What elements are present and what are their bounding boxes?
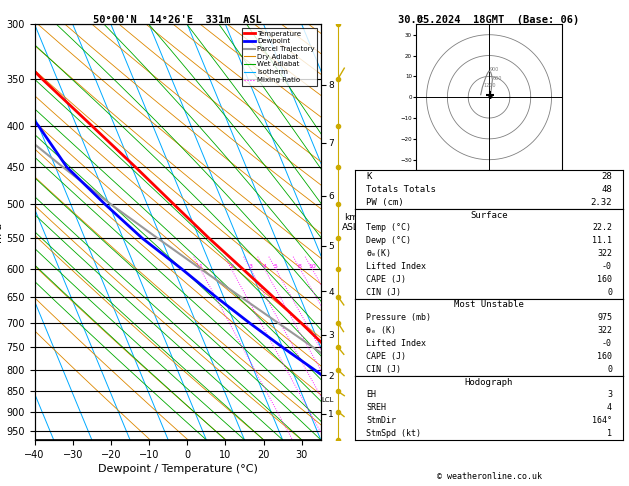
- Text: StmSpd (kt): StmSpd (kt): [366, 429, 421, 438]
- Text: Temp (°C): Temp (°C): [366, 224, 411, 232]
- Text: 22.2: 22.2: [592, 224, 612, 232]
- Text: 10: 10: [308, 264, 316, 269]
- X-axis label: Dewpoint / Temperature (°C): Dewpoint / Temperature (°C): [97, 464, 258, 474]
- Text: 2: 2: [229, 264, 233, 269]
- Text: Pressure (mb): Pressure (mb): [366, 313, 431, 322]
- Text: 164°: 164°: [592, 416, 612, 425]
- Text: 48: 48: [601, 185, 612, 194]
- Text: CAPE (J): CAPE (J): [366, 352, 406, 361]
- Text: 8: 8: [298, 264, 302, 269]
- Text: θₑ(K): θₑ(K): [366, 249, 391, 258]
- Text: 1200: 1200: [483, 83, 496, 88]
- Text: EH: EH: [366, 390, 376, 399]
- Text: kt: kt: [416, 15, 424, 24]
- Text: 11.1: 11.1: [592, 236, 612, 245]
- Text: PW (cm): PW (cm): [366, 198, 404, 207]
- Text: Hodograph: Hodograph: [465, 378, 513, 386]
- Text: 322: 322: [597, 326, 612, 335]
- Text: CAPE (J): CAPE (J): [366, 275, 406, 284]
- Text: 160: 160: [597, 352, 612, 361]
- Text: 900: 900: [489, 67, 499, 72]
- Text: θₑ (K): θₑ (K): [366, 326, 396, 335]
- Text: CIN (J): CIN (J): [366, 364, 401, 374]
- Text: Surface: Surface: [470, 210, 508, 220]
- Text: K: K: [366, 172, 372, 181]
- Text: 0: 0: [607, 288, 612, 296]
- Text: 600: 600: [493, 76, 503, 81]
- Text: -0: -0: [602, 339, 612, 348]
- Legend: Temperature, Dewpoint, Parcel Trajectory, Dry Adiabat, Wet Adiabat, Isotherm, Mi: Temperature, Dewpoint, Parcel Trajectory…: [242, 28, 317, 86]
- Text: 0: 0: [607, 364, 612, 374]
- Text: 160: 160: [597, 275, 612, 284]
- Text: 322: 322: [597, 249, 612, 258]
- Text: 975: 975: [597, 313, 612, 322]
- Text: © weatheronline.co.uk: © weatheronline.co.uk: [437, 472, 542, 481]
- Text: 2.32: 2.32: [591, 198, 612, 207]
- Y-axis label: km
ASL: km ASL: [342, 213, 359, 232]
- Text: Lifted Index: Lifted Index: [366, 262, 426, 271]
- Text: SREH: SREH: [366, 403, 386, 412]
- Text: 5: 5: [274, 264, 277, 269]
- Text: 4: 4: [607, 403, 612, 412]
- Text: Most Unstable: Most Unstable: [454, 300, 524, 310]
- Text: StmDir: StmDir: [366, 416, 396, 425]
- Text: Totals Totals: Totals Totals: [366, 185, 436, 194]
- Text: 3: 3: [607, 390, 612, 399]
- Text: LCL: LCL: [321, 397, 334, 403]
- Text: 30.05.2024  18GMT  (Base: 06): 30.05.2024 18GMT (Base: 06): [398, 15, 580, 25]
- Text: 3: 3: [248, 264, 252, 269]
- Text: Lifted Index: Lifted Index: [366, 339, 426, 348]
- Text: Dewp (°C): Dewp (°C): [366, 236, 411, 245]
- Text: 28: 28: [601, 172, 612, 181]
- Text: 1: 1: [198, 264, 202, 269]
- Text: -0: -0: [602, 262, 612, 271]
- Text: 50°00'N  14°26'E  331m  ASL: 50°00'N 14°26'E 331m ASL: [93, 15, 262, 25]
- Text: CIN (J): CIN (J): [366, 288, 401, 296]
- Text: 1: 1: [607, 429, 612, 438]
- Y-axis label: hPa: hPa: [0, 222, 4, 242]
- Text: 4: 4: [262, 264, 266, 269]
